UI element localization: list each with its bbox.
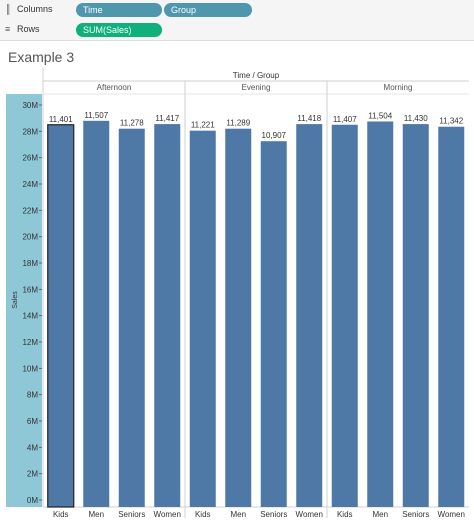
group-header-morning: Morning [384, 83, 413, 92]
y-tick-label: 22M [22, 206, 38, 215]
bar-evening-seniors [260, 141, 287, 508]
data-label-morning-women: 11,342 [439, 117, 463, 126]
x-tick-label-evening-seniors: Seniors [260, 510, 287, 519]
y-tick-label: 24M [22, 180, 38, 189]
rows-shelf: ≡ Rows SUM(Sales) [0, 20, 474, 41]
data-label-evening-women: 11,418 [297, 114, 321, 123]
y-tick-label: 12M [22, 338, 38, 347]
bar-afternoon-women [154, 124, 181, 507]
rows-shelf-label: Rows [17, 24, 40, 34]
y-tick-label: 16M [22, 285, 38, 294]
x-tick-label-afternoon-women: Women [154, 510, 181, 519]
x-tick-label-afternoon-kids: Kids [53, 510, 69, 519]
time-pill[interactable]: Time [76, 3, 162, 17]
bar-evening-women [296, 124, 323, 507]
data-label-afternoon-seniors: 11,278 [120, 119, 144, 128]
y-tick-label: 6M [27, 417, 38, 426]
y-axis-band [6, 94, 42, 507]
bar-morning-women [438, 126, 465, 507]
y-tick-label: 26M [22, 154, 38, 163]
columns-shelf-label: Columns [17, 4, 53, 14]
y-tick-label: 14M [22, 312, 38, 321]
bar-morning-men [367, 121, 394, 507]
data-label-morning-kids: 11,407 [333, 115, 357, 124]
y-tick-label: 0M [27, 496, 38, 505]
y-axis-title: Sales [12, 291, 19, 309]
data-label-evening-kids: 11,221 [191, 121, 215, 130]
data-label-morning-men: 11,504 [368, 111, 392, 120]
sheet-title: Example 3 [8, 49, 75, 65]
x-tick-label-evening-kids: Kids [195, 510, 211, 519]
bar-evening-kids [189, 130, 216, 508]
columns-icon: ║ [5, 4, 12, 14]
data-label-evening-seniors: 10,907 [262, 131, 287, 140]
y-tick-label: 10M [22, 364, 38, 373]
y-tick-label: 30M [22, 101, 38, 110]
x-tick-label-evening-women: Women [296, 510, 323, 519]
columns-shelf: ║ Columns Time Group [0, 0, 474, 21]
x-tick-label-morning-women: Women [438, 510, 465, 519]
bar-afternoon-kids [47, 124, 75, 508]
rows-icon: ≡ [5, 24, 11, 34]
data-label-morning-seniors: 11,430 [404, 114, 428, 123]
group-header-evening: Evening [242, 83, 271, 92]
y-tick-label: 20M [22, 233, 38, 242]
y-tick-label: 8M [27, 391, 38, 400]
x-tick-label-afternoon-men: Men [88, 510, 104, 519]
y-tick-label: 2M [27, 470, 38, 479]
bar-afternoon-seniors [118, 128, 145, 507]
data-label-afternoon-men: 11,507 [84, 111, 108, 120]
bar-afternoon-men [83, 120, 110, 508]
sum-sales-pill[interactable]: SUM(Sales) [76, 23, 162, 37]
y-tick-label: 28M [22, 127, 38, 136]
x-tick-label-evening-men: Men [230, 510, 246, 519]
header-title: Time / Group [233, 71, 280, 80]
group-header-afternoon: Afternoon [97, 83, 132, 92]
x-tick-label-morning-seniors: Seniors [402, 510, 429, 519]
y-tick-label: 18M [22, 259, 38, 268]
bar-morning-kids [331, 124, 358, 507]
bar-evening-men [225, 128, 252, 507]
x-tick-label-morning-men: Men [372, 510, 388, 519]
x-tick-label-morning-kids: Kids [337, 510, 353, 519]
data-label-evening-men: 11,289 [226, 119, 250, 128]
group-pill[interactable]: Group [164, 3, 252, 17]
y-tick-label: 4M [27, 443, 38, 452]
x-tick-label-afternoon-seniors: Seniors [118, 510, 145, 519]
data-label-afternoon-women: 11,417 [155, 114, 179, 123]
bar-morning-seniors [402, 124, 429, 507]
data-label-afternoon-kids: 11,401 [49, 115, 73, 124]
